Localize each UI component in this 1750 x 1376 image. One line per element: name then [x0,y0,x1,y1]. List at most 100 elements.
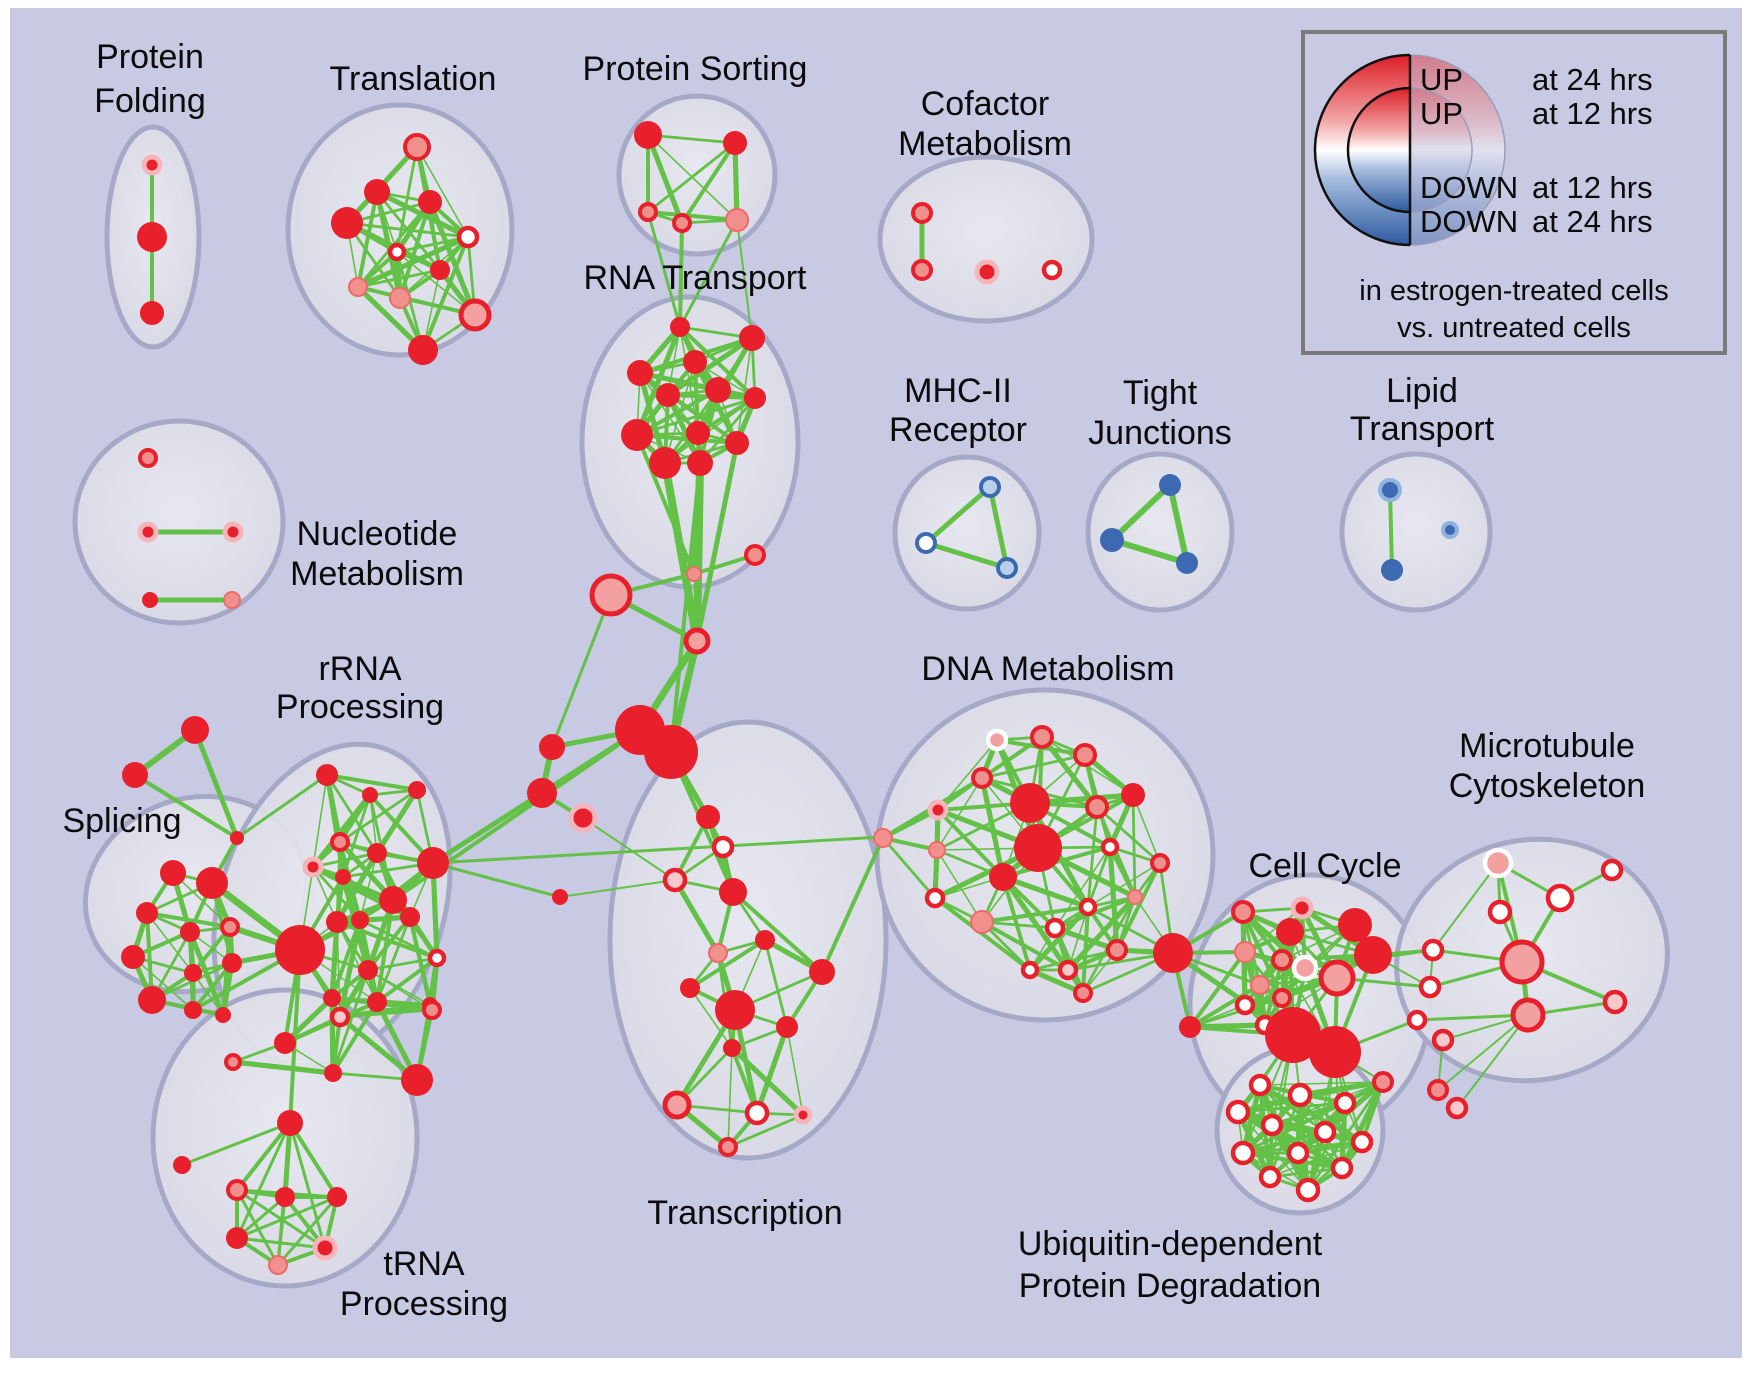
gene-node-dna-metabolism [1030,725,1054,749]
gene-node-connector [527,778,557,808]
gene-node-transcription [723,1039,741,1057]
gene-node-microtubule-cytoskeleton [1487,899,1513,925]
cluster-label-ubiquitin-degradation: Ubiquitin-dependent [1018,1225,1323,1263]
cluster-edge-translation [355,234,471,290]
gene-node-lipid-transport [1378,478,1402,502]
gene-node-splicing [121,945,145,969]
gene-node-dna-metabolism [1020,960,1040,980]
cluster-edge-rrna-processing [374,787,420,856]
cluster-edge-rrna-processing [366,956,439,972]
gene-node-microtubule-cytoskeleton [1445,1096,1469,1120]
gene-node-rna-transport [670,317,690,337]
gene-node-rna-transport [705,377,731,403]
gene-node-rrna-processing [302,856,324,878]
cluster-edge-translation [395,235,470,254]
gene-node-dna-metabolism [1014,824,1062,872]
gene-node-connector [686,566,702,582]
gene-node-rrna-processing [417,847,449,879]
gene-node-ubiquitin-degradation [1333,1091,1357,1115]
gene-node-ubiquitin-degradation [1330,1156,1354,1180]
cluster-label-ubiquitin-degradation: Protein Degradation [1019,1267,1321,1305]
cluster-edge-trna-processing [288,1121,327,1250]
cluster-ellipse-lipid-transport [1339,451,1493,613]
gene-node-mhc-ii-receptor [979,476,1001,498]
legend-inner-arc-left [1346,86,1411,214]
cluster-edge-dna-metabolism [1132,794,1161,864]
gene-node-trna-processing [268,1255,288,1275]
legend-outer-arc-right [1409,54,1506,246]
cluster-edge-transcription [731,890,824,974]
gene-node-dna-metabolism [1150,853,1170,873]
cluster-edge-translation [356,190,379,289]
gene-node-translation [403,133,431,161]
gene-node-connector [552,889,568,905]
gene-node-connector [230,831,244,845]
cluster-edge-rna-transport [635,396,757,437]
gene-node-dna-metabolism [989,863,1017,891]
gene-node-cell-cycle [1318,959,1356,997]
cluster-edge-ubiquitin-degradation [1306,1080,1385,1192]
cluster-edge-dna-metabolism [1115,861,1162,952]
gene-node-rrna-processing [351,911,369,929]
inter-cluster-edge [736,219,753,339]
cluster-ellipse-trna-processing [150,987,420,1289]
gene-node-cell-cycle [1276,918,1304,946]
inter-cluster-edge [635,433,696,576]
gene-node-transcription [708,943,728,963]
gene-node-cell-cycle [1265,1007,1321,1063]
gene-node-nucleotide-metabolism [138,448,158,468]
gene-node-connector [181,716,209,744]
cluster-edge-trna-processing [276,1195,339,1267]
gene-node-trna-processing [226,1179,248,1201]
gene-node-rna-transport [686,421,710,445]
gene-node-transcription [711,835,735,859]
gene-node-mhc-ii-receptor [915,532,937,554]
cluster-edge-protein-sorting [646,210,739,222]
cluster-edge-translation [345,221,470,239]
cluster-edge-rrna-processing [334,850,380,925]
gene-node-dna-metabolism [927,799,949,821]
cluster-edge-dna-metabolism [936,808,1005,879]
cluster-edge-dna-metabolism [980,920,1070,972]
gene-node-connector [683,627,711,655]
cluster-edge-protein-sorting [732,140,740,223]
cluster-edge-tight-junctions [1109,537,1190,566]
gene-node-cell-cycle [1338,908,1372,942]
cluster-edge-dna-metabolism [980,753,1087,780]
cluster-ellipse-mhc-ii-receptor [892,454,1042,612]
cluster-edge-dna-metabolism [1087,862,1161,908]
cluster-edge-splicing [191,961,234,1012]
cluster-label-cofactor-metabolism: Cofactor [921,85,1050,123]
legend-footnote: in estrogen-treated cells [1359,275,1669,307]
gene-node-microtubule-cytoskeleton [1510,997,1546,1033]
gene-node-cell-cycle [1354,936,1392,974]
cluster-edge-ubiquitin-degradation [1339,1079,1386,1171]
gene-node-transcription [662,867,688,893]
gene-node-tight-junctions [1159,474,1181,496]
gene-node-dna-metabolism [873,828,893,848]
cluster-edge-transcription [688,938,767,990]
gene-node-rrna-processing [330,832,350,852]
gene-node-cell-cycle [1179,1016,1201,1038]
gene-node-protein-sorting [725,208,749,232]
cluster-edge-translation [396,251,476,316]
gene-node-dna-metabolism [1057,959,1079,981]
cluster-edge-protein-sorting [646,133,737,145]
cluster-edge-trna-processing [288,1121,339,1199]
cluster-edge-trna-processing [235,1195,339,1240]
cluster-edge-dna-metabolism [933,896,1032,972]
cluster-edge-trna-processing [180,1121,292,1167]
gene-node-microtubule-cytoskeleton [1406,1009,1428,1031]
gene-node-transcription [755,930,775,950]
inter-cluster-edge [669,461,702,754]
cluster-edge-dna-metabolism [1095,805,1162,865]
gene-node-ubiquitin-degradation [1313,1120,1337,1144]
cluster-edge-translation [421,235,470,352]
gene-node-translation [364,179,390,205]
gene-node-rrna-processing [275,925,325,975]
gene-node-rna-transport [649,447,681,479]
gene-node-rna-transport [725,431,749,455]
gene-node-dna-metabolism [1010,783,1050,823]
legend-time-label: at 24 hrs [1532,204,1653,239]
